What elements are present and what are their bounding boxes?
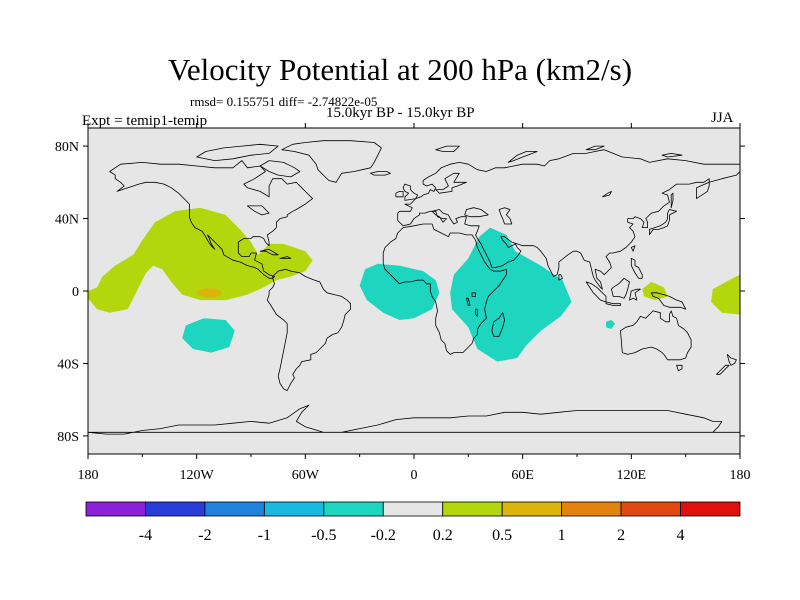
colorbar-label: -4 [139,527,152,544]
contour-north-pacific-positive [88,207,313,313]
coastline-madagascar [491,312,505,337]
coastline-hudson-bay-lakes [247,205,270,216]
colorbar-label: 4 [677,527,685,544]
coastline-lake-tanganyika [466,297,471,306]
coastline-new-siberian [661,153,683,158]
coastline-new-zealand-north [726,354,737,366]
contour-south-indian-small-negative [606,320,615,329]
colorbar-label: 0.5 [492,527,512,544]
map-panel [88,128,740,454]
experiment-label: Expt = temip1-temip [82,113,208,129]
lon-tick-label: 0 [411,468,418,483]
lat-tick-label: 40N [55,213,79,228]
coastline-antarctica-edge [88,404,740,435]
coastline-south-america [266,268,351,391]
coastline-philippines [630,258,643,279]
coastline-hispaniola [279,256,292,259]
coastline-eurasia [397,149,740,290]
lat-tick-label: 0 [72,285,79,300]
coastline-svalbard [435,145,460,152]
colorbar: -4 -2 -1 -0.5 -0.2 0.2 0.5 1 2 4 [85,501,741,544]
period-label: 15.0kyr BP - 15.0kyr BP [326,105,475,121]
coastline-lake-victoria [471,292,476,297]
plot-title: Velocity Potential at 200 hPa (km2/s) [167,52,633,87]
coastline-japan [649,209,677,236]
coastline-black-sea [464,207,489,218]
coastline-australia [620,310,692,361]
colorbar-label: -0.5 [311,527,336,544]
colorbar-swatch [145,501,206,517]
coastline-severnaya-zemlya [585,145,605,151]
coastline-sulawesi [629,288,641,301]
coastline-north-america [109,160,313,279]
colorbar-label: 0.2 [433,527,453,544]
lon-tick-label: 180 [78,468,99,483]
lon-tick-label: 60E [511,468,534,483]
rmsd-diff-stats: rmsd= 0.155751 diff= -2.74822e-05 [190,94,378,109]
coastline-sri-lanka [558,274,563,281]
coastline-sakhalin [670,192,674,209]
colorbar-swatch [442,501,503,517]
lat-tick-label: 80S [57,430,79,445]
coastline-tasmania [676,364,683,372]
colorbar-swatch [323,501,384,517]
contour-atlantic-negative [359,263,440,320]
contour-south-pacific-negative [182,318,235,353]
coastline-baltic-scandinavia [435,172,467,194]
colorbar-swatch [85,501,146,517]
lon-tick-label: 60W [292,468,320,483]
colorbar-swatch [680,501,741,517]
coastline-cuba [259,248,279,256]
colorbar-label: -2 [198,527,211,544]
contour-indian-ocean-negative [450,227,572,362]
colorbar-label: 1 [558,527,566,544]
coastline-new-guinea [650,292,687,310]
coastline-baffin-island [259,160,301,178]
lon-tick-label: 120W [180,468,215,483]
colorbar-label: -1 [258,527,271,544]
coastline-lake-malawi [475,308,478,317]
coastline-greenland [281,140,382,183]
colorbar-swatch [263,501,325,517]
coastline-hainan-taiwan [630,245,636,252]
contour-west-pacific-positive [711,274,740,315]
colorbar-swatch [501,501,563,517]
lat-tick-label: 40S [57,357,79,372]
season-label: JJA [711,110,734,126]
coastline-great-britain [402,183,418,201]
colorbar-swatch [382,501,444,517]
lat-tick-label: 80N [55,140,79,155]
coastline-lake-baikal [602,191,612,198]
map-axes: 180 120W 60W 0 60E 120E 180 80N 40N 0 40S 80S [55,123,751,483]
coastline-caspian-sea [498,207,513,225]
coastline-new-zealand-south [716,364,730,375]
colorbar-swatch [620,501,681,517]
coastline-canada-islands [196,143,279,161]
contour-east-pacific-core [196,288,223,298]
lon-tick-label: 180 [730,468,751,483]
coastline-africa [382,223,507,355]
colorbar-swatch [204,501,265,517]
contour-indonesia-positive [642,281,668,301]
coastline-ireland [395,191,404,198]
coastline-java [605,301,621,306]
colorbar-swatch [561,501,622,517]
coastline-iceland [370,171,391,176]
coastline-novaya-zemlya [507,151,538,163]
colorbar-label: -0.2 [371,527,396,544]
lon-tick-label: 120E [617,468,647,483]
coastline-borneo [611,277,630,299]
colorbar-label: 2 [617,527,625,544]
